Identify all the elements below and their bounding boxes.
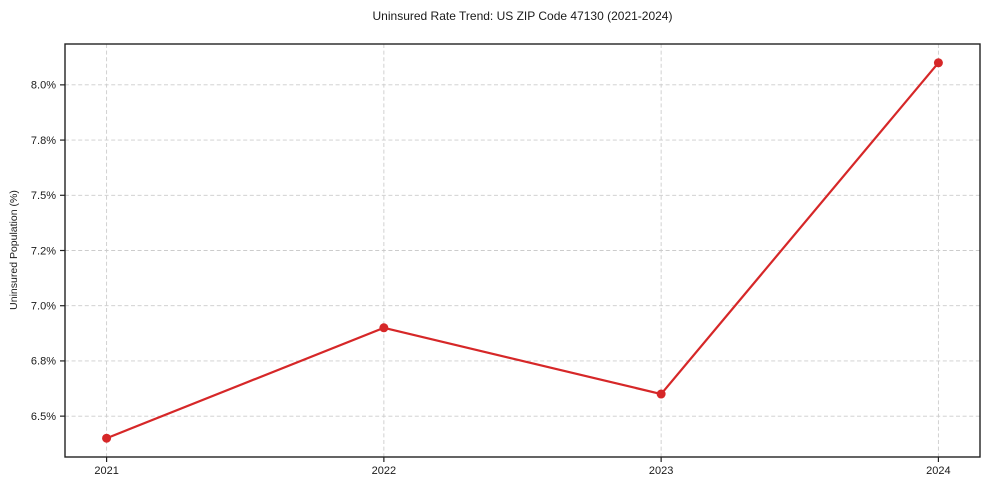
data-point — [102, 433, 112, 443]
y-tick-label: 7.0% — [31, 301, 56, 313]
x-tick-label: 2021 — [94, 465, 118, 477]
chart-title: Uninsured Rate Trend: US ZIP Code 47130 … — [372, 9, 673, 23]
x-tick-label: 2022 — [372, 465, 396, 477]
y-tick-label: 6.8% — [31, 356, 56, 368]
y-tick-label: 7.8% — [31, 135, 56, 147]
y-tick-label: 6.5% — [31, 411, 56, 423]
x-tick-label: 2024 — [926, 465, 950, 477]
plot-border — [64, 43, 981, 458]
data-point — [933, 58, 943, 68]
trend-line — [105, 61, 940, 440]
y-tick-label: 8.0% — [31, 80, 56, 92]
x-tick-label: 2023 — [649, 465, 673, 477]
data-point — [656, 389, 666, 399]
data-point — [379, 323, 389, 333]
y-tick-label: 7.2% — [31, 245, 56, 257]
y-tick-label: 7.5% — [31, 190, 56, 202]
